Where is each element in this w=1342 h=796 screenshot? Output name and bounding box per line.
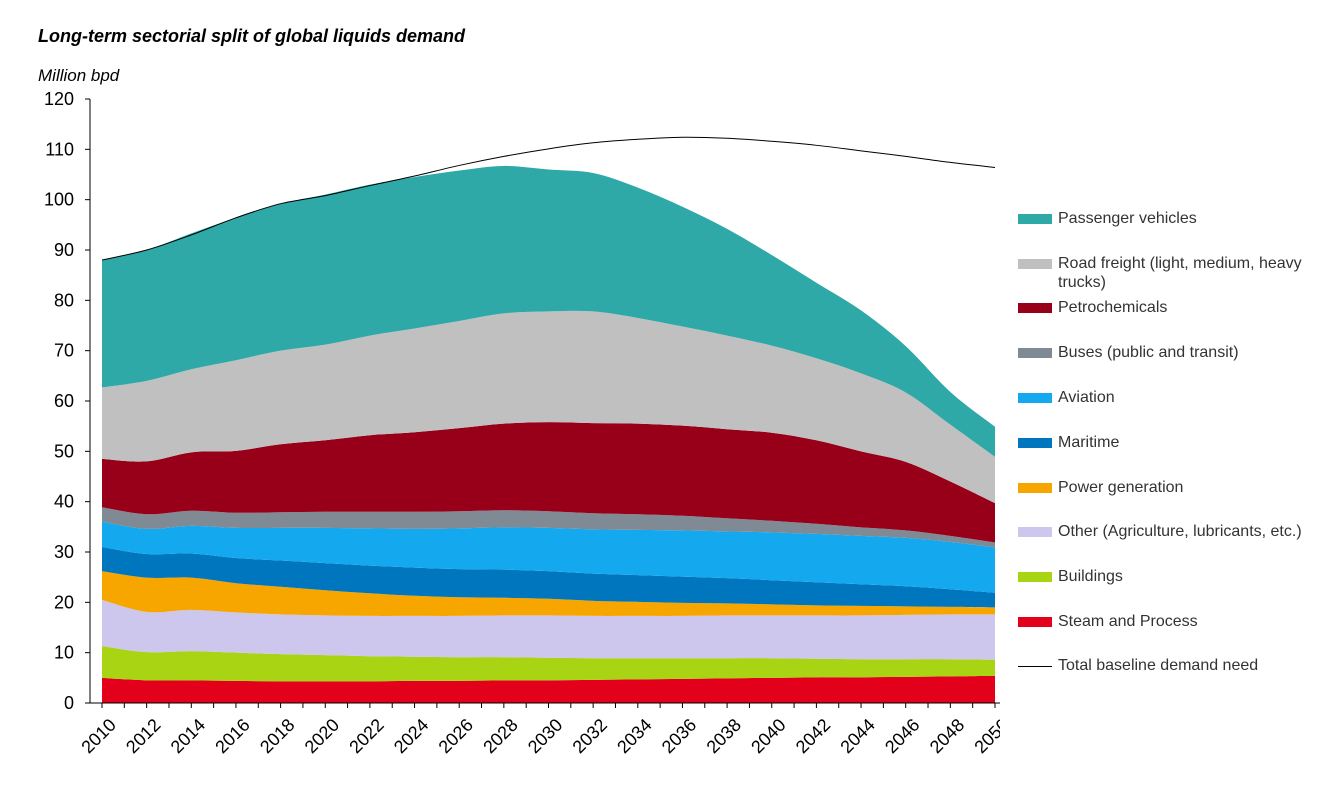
x-tick-label: 2032 [569,715,611,757]
chart-title: Long-term sectorial split of global liqu… [38,26,466,46]
area-buses-public-and-transit [102,507,995,548]
legend-item-petrochemicals: Petrochemicals [1018,298,1338,317]
legend-swatch [1018,214,1052,224]
legend-item-passenger-vehicles: Passenger vehicles [1018,209,1338,228]
legend-swatch [1018,483,1052,493]
legend-item-maritime: Maritime [1018,433,1338,452]
legend-label: Total baseline demand need [1058,657,1259,674]
area-buildings [102,646,995,682]
x-tick-label: 2026 [435,715,477,757]
legend-line-swatch [1018,666,1052,667]
legend-label: Aviation [1058,389,1115,406]
legend-swatch [1018,617,1052,627]
legend-label: Other (Agriculture, lubricants, etc.) [1058,523,1302,540]
area-power-generation [102,571,995,616]
x-tick-label: 2034 [613,715,655,757]
legend-item-power-generation: Power generation [1018,478,1338,497]
legend-swatch [1018,259,1052,269]
legend-label: Maritime [1058,434,1120,451]
x-tick-label: 2016 [211,715,253,757]
legend-swatch [1018,348,1052,358]
x-tick-label: 2010 [77,715,119,757]
y-tick-label: 20 [54,592,74,612]
legend-swatch [1018,393,1052,403]
y-tick-label: 110 [45,139,74,159]
x-tick-label: 2048 [926,715,968,757]
x-tick-label: 2012 [122,715,164,757]
x-tick-label: 2022 [345,715,387,757]
x-tick-label: 2036 [658,715,700,757]
x-tick-label: 2050 [970,715,1000,757]
x-tick-label: 2044 [836,715,878,757]
area-passenger-vehicles [102,165,995,457]
total-line-group [101,136,996,261]
legend-label: Petrochemicals [1058,299,1168,316]
legend-item-buildings: Buildings [1018,567,1338,586]
x-tick-label: 2028 [479,715,521,757]
area-aviation [102,521,995,593]
x-tick-label: 2038 [703,715,745,757]
legend-label: Buses (public and transit) [1058,344,1239,361]
legend-swatch [1018,303,1052,313]
legend-item-road-freight-light-medium-heavy-trucks: Road freight (light, medium, heavy truck… [1018,254,1338,292]
y-tick-label: 120 [44,89,74,109]
y-tick-label: 50 [54,441,74,461]
legend-swatch [1018,572,1052,582]
area-maritime [102,546,995,608]
y-tick-label: 60 [54,391,74,411]
y-tick-label: 100 [44,190,74,210]
legend-item-total-baseline-demand-need: Total baseline demand need [1018,656,1338,675]
legend-label: Buildings [1058,568,1123,585]
y-axis-unit-label: Million bpd [38,66,120,85]
x-tick-label: 2030 [524,715,566,757]
y-tick-label: 10 [54,643,74,663]
legend-label: Steam and Process [1058,613,1198,630]
legend-label: Power generation [1058,479,1184,496]
legend-swatch [1018,527,1052,537]
line-total-baseline-demand [101,136,996,261]
area-other-agriculture-lubricants-etc [102,599,995,660]
x-tick-label: 2042 [792,715,834,757]
x-tick-label: 2020 [301,715,343,757]
y-tick-label: 40 [54,492,74,512]
legend-item-other-agriculture-lubricants-etc: Other (Agriculture, lubricants, etc.) [1018,522,1338,541]
legend-item-steam-and-process: Steam and Process [1018,612,1338,631]
x-tick-label: 2024 [390,715,432,757]
legend-label: Road freight (light, medium, heavy truck… [1058,255,1302,291]
y-tick-label: 30 [54,542,74,562]
area-petrochemicals [102,422,995,543]
area-series-group [102,165,995,703]
x-tick-label: 2014 [167,715,209,757]
legend-item-buses-public-and-transit: Buses (public and transit) [1018,343,1338,362]
y-tick-label: 80 [54,290,74,310]
x-tick-label: 2018 [256,715,298,757]
legend-swatch [1018,438,1052,448]
legend-item-aviation: Aviation [1018,388,1338,407]
y-tick-label: 90 [54,240,74,260]
area-steam-and-process [102,675,995,703]
y-tick-label: 0 [64,693,74,713]
legend-label: Passenger vehicles [1058,210,1197,227]
area-road-freight-light-medium-heavy-trucks [102,310,995,504]
x-tick-label: 2040 [747,715,789,757]
x-tick-label: 2046 [881,715,923,757]
y-tick-label: 70 [54,341,74,361]
